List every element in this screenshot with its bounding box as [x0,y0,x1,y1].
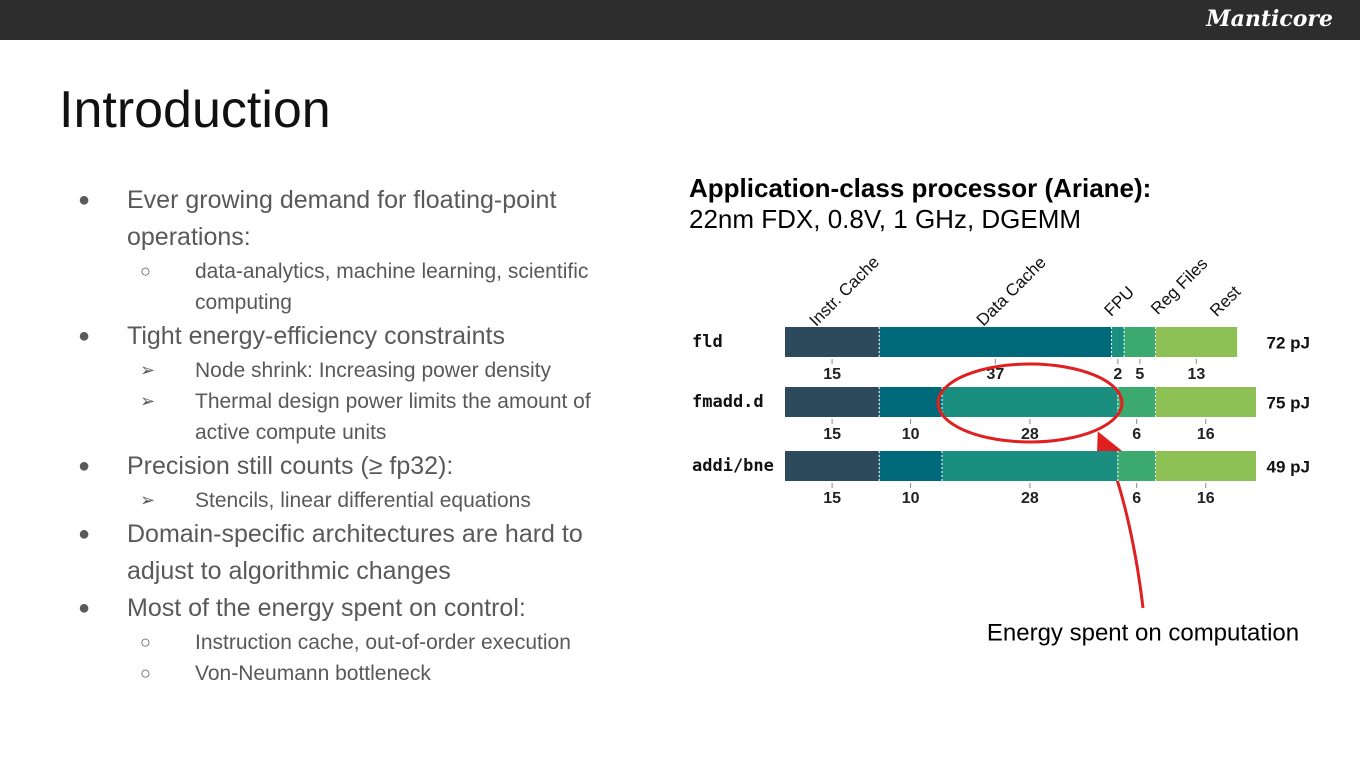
bar-segment [1155,451,1256,481]
sub-item: ➢ Node shrink: Increasing power density [0,355,635,386]
bullet-text: Precision still counts (≥ fp32): [127,452,454,480]
bar-segment [1111,327,1125,357]
segment-label: 28 [1021,426,1039,443]
bullet-marker: ● [78,455,91,477]
sub-marker: ➢ [140,490,156,510]
segment-label: 6 [1132,426,1141,443]
legend-label: Data Cache [973,253,1050,330]
sub-marker: ➢ [140,360,156,380]
sub-text: Von-Neumann bottleneck [195,662,431,685]
segment-label: 16 [1197,426,1215,443]
bullet-item: ● Ever growing demand for floating-point … [0,182,627,256]
bar-segment [1155,387,1256,417]
bar-segment [1117,387,1156,417]
sub-text: Node shrink: Increasing power density [195,359,552,382]
bar-segment [785,387,880,417]
sub-text: Stencils, linear differential equations [195,489,531,512]
segment-label: 15 [823,426,841,443]
bullet-marker: ● [78,523,91,545]
bullet-item: ● Tight energy-efficiency constraints [0,318,627,355]
sub-item: ○ data-analytics, machine learning, scien… [0,256,635,318]
slide-title: Introduction [59,81,331,139]
bar-segment [879,327,1112,357]
total-label: 75 pJ [1267,393,1310,412]
segment-label: 5 [1135,366,1144,383]
sub-text: Thermal design power limits the amount o… [195,390,591,444]
legend-label: Instr. Cache [805,252,883,330]
bullet-item: ● Precision still counts (≥ fp32): [0,448,627,485]
legend-label: Reg Files [1147,254,1211,318]
legend-label: FPU [1101,283,1138,320]
sub-marker: ○ [140,261,151,281]
bar-segment [942,387,1118,417]
highlight-ellipse [936,362,1124,444]
segment-label: 16 [1197,490,1215,507]
bullet-marker: ● [78,325,91,347]
total-label: 49 pJ [1267,457,1310,476]
segment-label: 2 [1113,366,1122,383]
sub-text: data-analytics, machine learning, scient… [195,260,589,314]
bar-segment [879,451,942,481]
chart-title: Application-class processor (Ariane): [689,173,1151,203]
segment-label: 10 [902,490,920,507]
bullet-item: ● Domain-specific architectures are hard … [0,516,627,590]
bullet-text: Most of the energy spent on control: [127,594,526,622]
legend-label: Rest [1206,282,1244,320]
bar-segment [785,327,880,357]
segment-label: 28 [1021,490,1039,507]
sub-marker: ➢ [140,391,156,411]
bullet-text: Domain-specific architectures are hard t… [127,520,583,585]
bullet-text: Tight energy-efficiency constraints [127,322,505,350]
bullet-item: ● Most of the energy spent on control: [0,590,627,627]
category-label: fmadd.d [692,392,764,412]
sub-item: ➢ Thermal design power limits the amount … [0,386,635,448]
segment-label: 13 [1187,366,1205,383]
total-label: 72 pJ [1267,333,1310,352]
bullet-list: ● Ever growing demand for floating-point … [0,182,680,689]
sub-marker: ○ [140,632,151,652]
bar-segment [942,451,1118,481]
bar-segment [1117,451,1156,481]
segment-label: 15 [823,366,841,383]
sub-marker: ○ [140,663,151,683]
annotation: Energy spent on computation [987,619,1299,646]
top-bar: Manticore [0,0,1360,40]
category-label: fld [692,332,723,352]
segment-label: 10 [902,426,920,443]
bullet-marker: ● [78,189,91,211]
sub-item: ○ Instruction cache, out-of-order executi… [0,627,635,658]
sub-text: Instruction cache, out-of-order executio… [195,631,571,654]
sub-item: ➢ Stencils, linear differential equations [0,485,635,516]
bar-segment [1124,327,1156,357]
bar-segment [879,387,942,417]
bullet-text: Ever growing demand for floating-point o… [127,186,557,251]
category-label: addi/bne [692,456,774,476]
sub-item: ○ Von-Neumann bottleneck [0,658,635,689]
segment-label: 15 [823,490,841,507]
brand: Manticore [1206,6,1333,32]
bar-segment [1155,327,1238,357]
bar-segment [785,451,880,481]
bullet-marker: ● [78,597,91,619]
chart-subtitle: 22nm FDX, 0.8V, 1 GHz, DGEMM [689,204,1081,234]
segment-label: 6 [1132,490,1141,507]
segment-label: 37 [986,366,1004,383]
